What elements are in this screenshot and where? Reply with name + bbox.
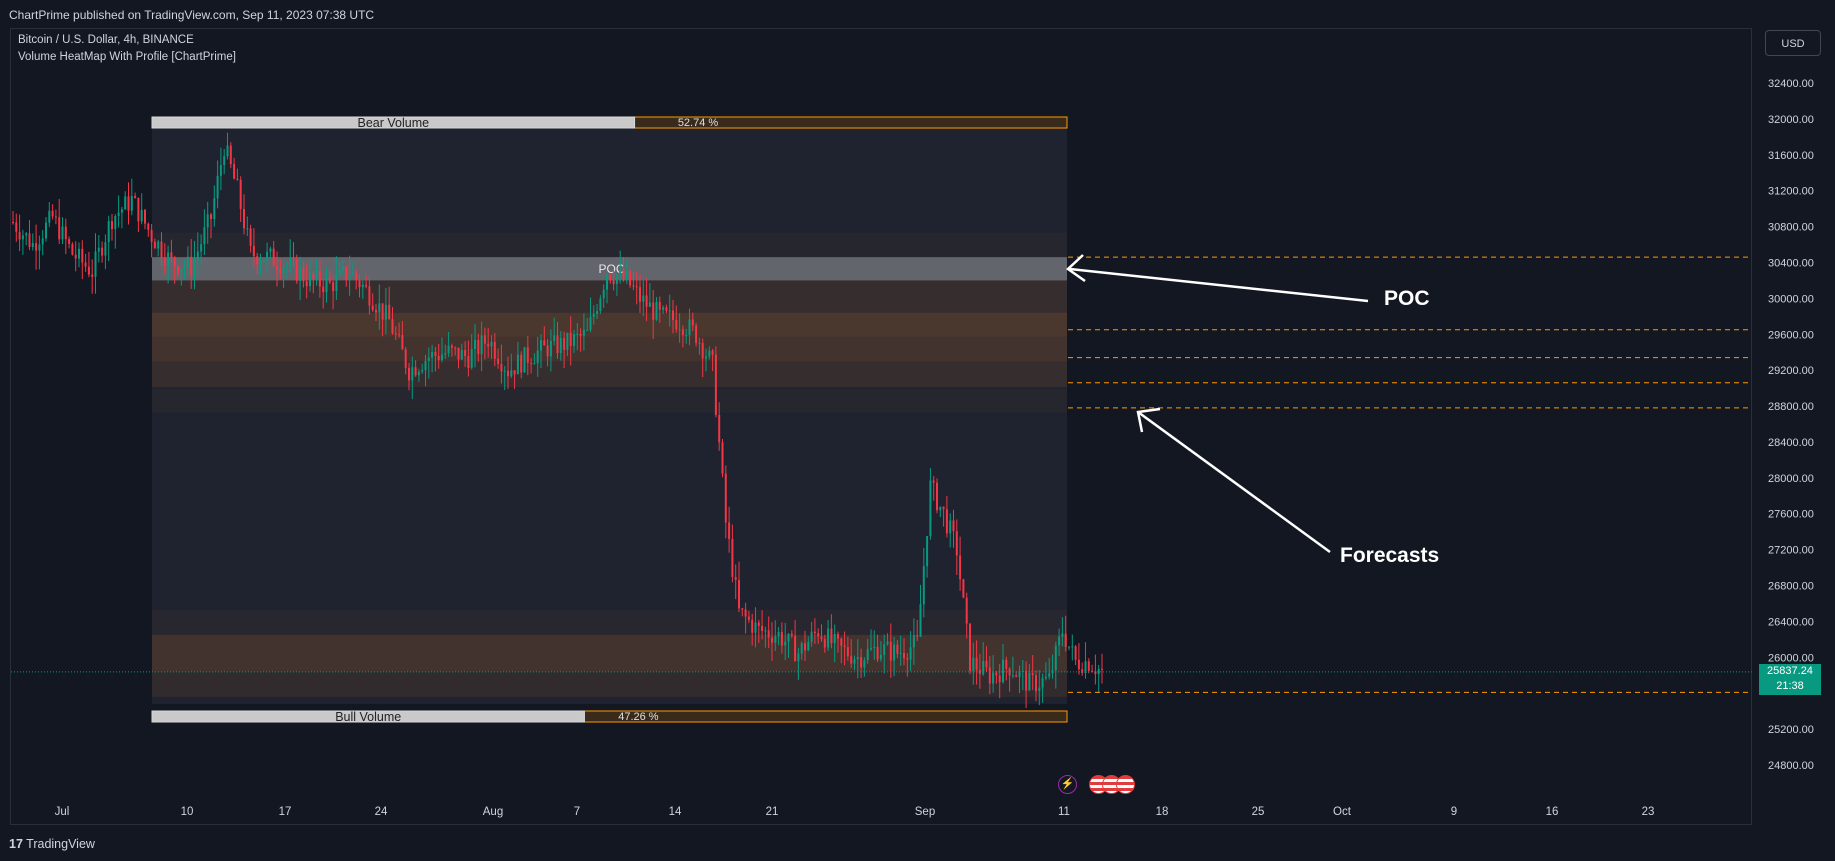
indicator-legend[interactable]: Volume HeatMap With Profile [ChartPrime]: [18, 51, 236, 63]
price-tick-label: 30800.00: [1768, 222, 1814, 234]
price-tick-label: 25200.00: [1768, 724, 1814, 736]
symbol-legend[interactable]: Bitcoin / U.S. Dollar, 4h, BINANCE: [18, 34, 194, 46]
chart-frame: [10, 28, 1752, 825]
tradingview-logo[interactable]: 17 TradingView: [9, 837, 95, 851]
price-tick-label: 28000.00: [1768, 473, 1814, 485]
publish-bar: ChartPrime published on TradingView.com,…: [0, 0, 1835, 27]
price-tick-label: 26400.00: [1768, 616, 1814, 628]
price-tick-label: 28400.00: [1768, 437, 1814, 449]
tv-logo-mark: 17: [9, 837, 23, 851]
lightning-event-icon[interactable]: ⚡: [1058, 775, 1077, 794]
footer-bar: [0, 828, 1835, 861]
publish-text: ChartPrime published on TradingView.com,…: [9, 8, 375, 22]
price-tick-label: 26800.00: [1768, 581, 1814, 593]
bar-countdown: 21:38: [1776, 680, 1804, 692]
price-tick-label: 28800.00: [1768, 401, 1814, 413]
price-tick-label: 30400.00: [1768, 257, 1814, 269]
price-tick-label: 31200.00: [1768, 186, 1814, 198]
currency-button[interactable]: USD: [1765, 30, 1821, 56]
price-tick-label: 30000.00: [1768, 293, 1814, 305]
price-tick-label: 31600.00: [1768, 150, 1814, 162]
us-flag-icon[interactable]: [1116, 775, 1135, 794]
price-tick-label: 32000.00: [1768, 114, 1814, 126]
price-tick-label: 32400.00: [1768, 78, 1814, 90]
price-tick-label: 24800.00: [1768, 760, 1814, 772]
price-tick-label: 27600.00: [1768, 509, 1814, 521]
price-tick-label: 27200.00: [1768, 545, 1814, 557]
last-price: 25837.24: [1767, 665, 1813, 677]
price-tick-label: 29200.00: [1768, 365, 1814, 377]
tv-brand: TradingView: [26, 837, 95, 851]
last-price-tag: 25837.24 21:38: [1759, 664, 1821, 695]
price-tick-label: 26000.00: [1768, 652, 1814, 664]
price-tick-label: 29600.00: [1768, 329, 1814, 341]
